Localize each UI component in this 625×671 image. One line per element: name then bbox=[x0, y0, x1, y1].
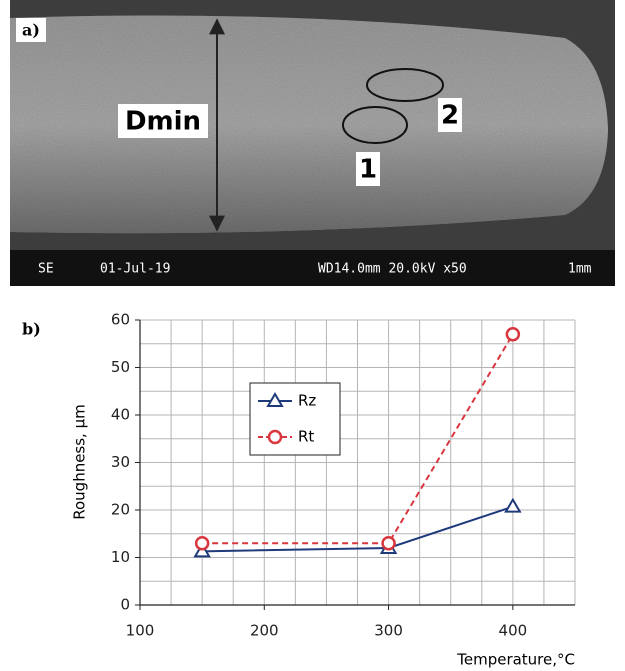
info-text: SE bbox=[38, 262, 54, 277]
y-tick-label: 40 bbox=[111, 406, 130, 424]
panel-label: b) bbox=[22, 320, 41, 339]
marker bbox=[196, 537, 208, 549]
sem-image: a) Dmin 1 2 SE 01-Jul-19 WD14.0mm 20.0kV… bbox=[10, 0, 615, 286]
x-axis-title: Temperature,°C bbox=[456, 651, 575, 669]
dimension-label: Dmin bbox=[125, 107, 201, 137]
plot: 0 10 20 30 40 50 60 100 200 300 400 Rz Rt bbox=[111, 311, 575, 640]
legend-box bbox=[250, 383, 340, 455]
figure: a) Dmin 1 2 SE 01-Jul-19 WD14.0mm 20.0kV… bbox=[0, 0, 625, 671]
y-axis-title: Roughness, µm bbox=[71, 404, 89, 520]
x-tick-label: 400 bbox=[499, 622, 528, 640]
region-label: 1 bbox=[359, 155, 377, 185]
y-tick-label: 50 bbox=[111, 358, 130, 376]
x-tick-label: 200 bbox=[250, 622, 279, 640]
y-tick-label: 10 bbox=[111, 548, 130, 566]
panel-label: a) bbox=[22, 21, 40, 40]
info-text: WD14.0mm 20.0kV x50 bbox=[318, 262, 467, 277]
y-tick-label: 0 bbox=[120, 596, 130, 614]
region-label: 2 bbox=[441, 101, 459, 131]
y-tick-label: 20 bbox=[111, 501, 130, 519]
y-tick-label: 60 bbox=[111, 311, 130, 329]
rod bbox=[10, 16, 608, 234]
x-tick-label: 300 bbox=[374, 622, 403, 640]
y-tick-label: 30 bbox=[111, 453, 130, 471]
info-text: 1mm bbox=[568, 262, 592, 277]
x-tick-label: 100 bbox=[126, 622, 155, 640]
info-text: 01-Jul-19 bbox=[100, 262, 170, 277]
legend-label: Rz bbox=[298, 392, 316, 410]
legend-marker bbox=[269, 431, 281, 443]
marker bbox=[507, 328, 519, 340]
marker bbox=[383, 537, 395, 549]
marker bbox=[506, 500, 520, 512]
legend-label: Rt bbox=[298, 428, 314, 446]
